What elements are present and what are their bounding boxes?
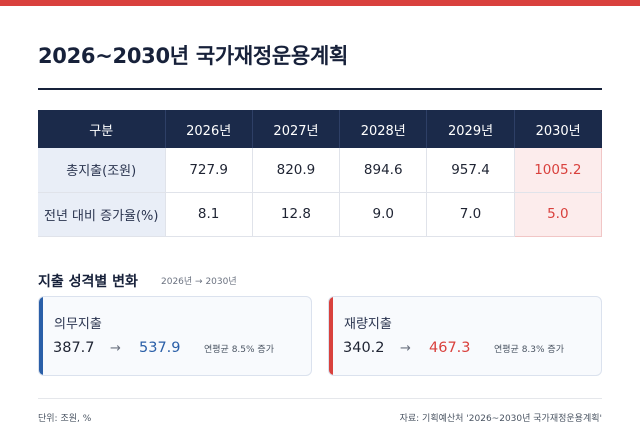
arrow-right-icon: → [110, 341, 121, 356]
value-to: 467.3 [429, 340, 471, 356]
table-cell: 8.1 [165, 192, 253, 237]
top-accent-bar [0, 0, 640, 6]
table-cell: 12.8 [252, 192, 341, 237]
budget-table: 구분 2026년 2027년 2028년 2029년 2030년 총지출(조원)… [38, 110, 603, 237]
header-cell-year: 2026년 [165, 110, 253, 148]
growth-rate-note: 연평균 8.5% 증가 [204, 345, 274, 355]
card-label: 의무지출 [54, 317, 102, 332]
mandatory-spending-card: 의무지출 387.7 → 537.9 연평균 8.5% 증가 [38, 296, 312, 376]
header-cell-year: 2030년 [514, 110, 602, 148]
title-divider [38, 88, 602, 90]
section-subtitle: 2026년 → 2030년 [161, 277, 237, 287]
page-title: 2026~2030년 국가재정운용계획 [38, 44, 348, 68]
arrow-right-icon: → [400, 341, 411, 356]
table-cell: 894.6 [339, 148, 428, 193]
header-cell-year: 2029년 [426, 110, 515, 148]
section-title: 지출 성격별 변화 [38, 274, 138, 290]
table-cell: 9.0 [339, 192, 428, 237]
table-cell: 820.9 [252, 148, 341, 193]
header-cell-category: 구분 [38, 110, 166, 148]
header-cell-year: 2028년 [339, 110, 428, 148]
highlighted-cell: 5.0 [513, 192, 603, 237]
card-accent-bar [39, 297, 43, 375]
highlighted-cell: 1005.2 [513, 148, 603, 193]
table-cell: 7.0 [426, 192, 515, 237]
unit-note: 단위: 조원, % [38, 414, 92, 424]
row-label: 전년 대비 증가율(%) [38, 192, 166, 237]
growth-rate-note: 연평균 8.3% 증가 [494, 345, 564, 355]
value-from: 387.7 [53, 340, 95, 356]
table-row-total-spending: 총지출(조원) 727.9 820.9 894.6 957.4 1005.2 [38, 148, 603, 193]
table-cell: 957.4 [426, 148, 515, 193]
row-label: 총지출(조원) [38, 148, 166, 193]
header-cell-year: 2027년 [252, 110, 341, 148]
footer-divider [38, 398, 602, 399]
value-from: 340.2 [343, 340, 385, 356]
card-accent-bar [329, 297, 333, 375]
table-row-growth-rate: 전년 대비 증가율(%) 8.1 12.8 9.0 7.0 5.0 [38, 192, 603, 237]
table-header-row: 구분 2026년 2027년 2028년 2029년 2030년 [38, 110, 602, 148]
discretionary-spending-card: 재량지출 340.2 → 467.3 연평균 8.3% 증가 [328, 296, 602, 376]
source-note: 자료: 기획예산처 '2026~2030년 국가재정운용계획' [399, 414, 602, 424]
card-label: 재량지출 [344, 317, 392, 332]
table-cell: 727.9 [165, 148, 253, 193]
value-to: 537.9 [139, 340, 181, 356]
